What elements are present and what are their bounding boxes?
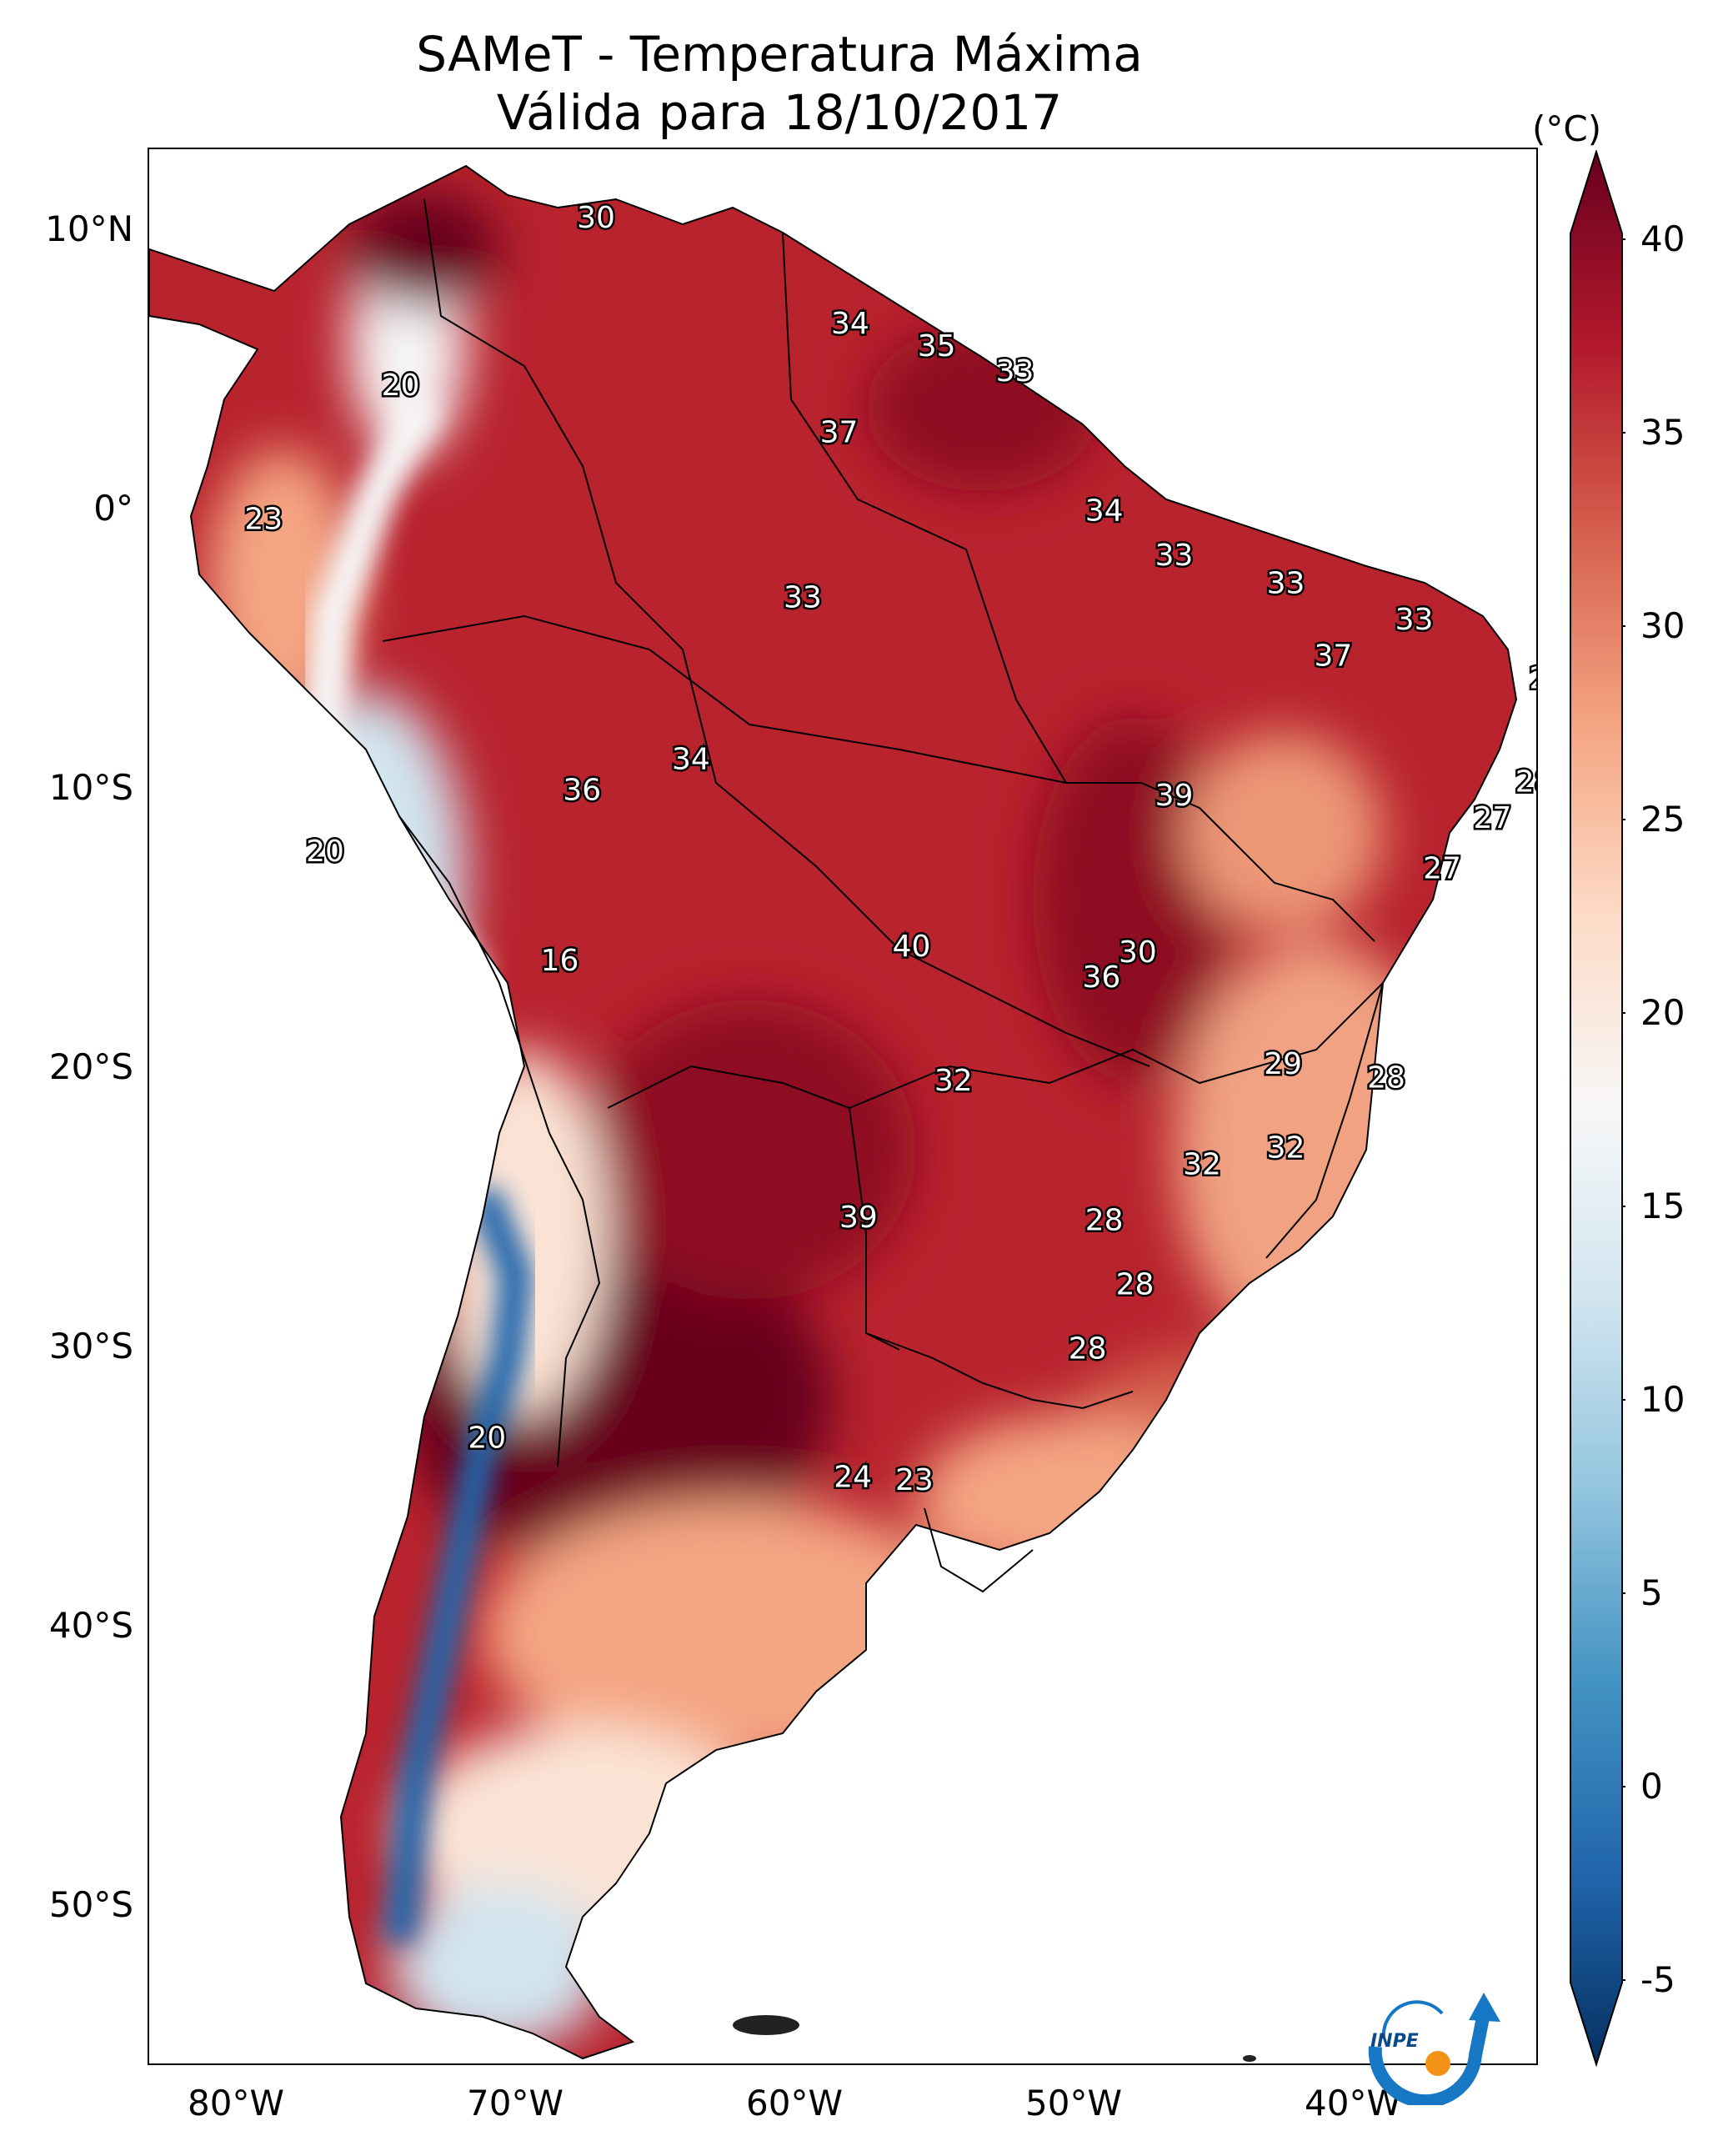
lat-tick-30s: 30°S [48, 1326, 133, 1366]
colorbar-gradient [1570, 150, 1623, 2068]
isotherm-label: 28 [1367, 1061, 1405, 1096]
map-title: SAMeT - Temperatura Máxima Válida para 1… [0, 25, 1559, 142]
isotherm-label: 28 [1085, 1203, 1124, 1237]
lat-tick-50s: 50°S [48, 1884, 133, 1925]
cbar-tick-minus5: -5 [1640, 1959, 1675, 2000]
isotherm-label: 29 [1264, 1047, 1302, 1081]
isotherm-label: 36 [563, 774, 601, 808]
map-area[interactable]: 30 34 35 33 20 37 34 23 33 33 33 33 37 29 29 30 34 28 36 39… [148, 148, 1538, 2065]
isotherm-label: 33 [1155, 539, 1194, 573]
isotherm-label: 39 [839, 1201, 878, 1235]
isotherm-label: 28 [1116, 1268, 1155, 1302]
isotherm-label: 33 [996, 354, 1034, 389]
isotherm-label: 35 [918, 329, 956, 364]
isotherm-label: 29 [1529, 662, 1536, 696]
cbar-tick-10: 10 [1640, 1379, 1685, 1420]
cbar-tick-0: 0 [1640, 1766, 1663, 1807]
colorbar-unit: (°C) [1532, 108, 1602, 149]
title-line-2: Válida para 18/10/2017 [496, 84, 1063, 141]
cbar-tick-20: 20 [1640, 992, 1685, 1033]
cbar-tick-30: 30 [1640, 605, 1685, 646]
lat-tick-40s: 40°S [48, 1605, 133, 1646]
cbar-tick-40: 40 [1640, 218, 1685, 259]
isotherm-labels: 30 34 35 33 20 37 34 23 33 33 33 33 37 29 29 30 34 28 36 39… [243, 198, 1536, 1499]
cbar-tick-35: 35 [1640, 412, 1685, 453]
isotherm-label: 28 [1515, 765, 1536, 799]
isotherm-label: 27 [1473, 801, 1511, 835]
cbar-tick-15: 15 [1640, 1186, 1685, 1226]
isotherm-label: 32 [1267, 1131, 1305, 1165]
lon-tick-80w: 80°W [188, 2083, 284, 2123]
title-line-1: SAMeT - Temperatura Máxima [416, 26, 1143, 83]
logo-text: INPE [1370, 2031, 1419, 2052]
isotherm-label: 39 [1155, 779, 1194, 813]
isotherm-label: 20 [468, 1421, 506, 1456]
isotherm-label: 16 [541, 944, 579, 978]
isotherm-label: 30 [1119, 935, 1157, 970]
isotherm-label: 20 [306, 835, 344, 869]
isotherm-label: 32 [934, 1064, 973, 1098]
isotherm-label: 27 [1423, 851, 1461, 885]
isotherm-label: 24 [834, 1461, 872, 1495]
temperature-map: 30 34 35 33 20 37 34 23 33 33 33 33 37 29 29 30 34 28 36 39… [149, 165, 1536, 2062]
isotherm-label: 34 [1085, 494, 1124, 529]
isotherm-label: 33 [1395, 603, 1434, 637]
islands [733, 2015, 1256, 2062]
cbar-tick-5: 5 [1640, 1572, 1663, 1613]
isotherm-label: 23 [244, 503, 283, 537]
isotherm-label: 32 [1183, 1147, 1221, 1181]
lat-tick-10s: 10°S [48, 767, 133, 808]
inpe-logo: INPE [1368, 1993, 1500, 2105]
isotherm-label: 34 [672, 743, 710, 777]
isotherm-label: 36 [1082, 960, 1120, 995]
isotherm-label: 30 [577, 201, 615, 235]
isotherm-label: 37 [1314, 639, 1352, 674]
colorbar [1570, 150, 1625, 2068]
lat-tick-20s: 20°S [48, 1046, 133, 1087]
isotherm-label: 33 [1267, 567, 1305, 601]
isotherm-label: 23 [895, 1463, 934, 1497]
lon-tick-70w: 70°W [467, 2083, 563, 2123]
lon-tick-60w: 60°W [746, 2083, 843, 2123]
isotherm-label: 34 [831, 307, 869, 341]
isotherm-label: 20 [382, 369, 420, 403]
isotherm-label: 40 [893, 930, 931, 964]
lat-tick-10n: 10°N [45, 208, 133, 249]
cbar-tick-25: 25 [1640, 799, 1685, 840]
lat-tick-0: 0° [93, 488, 133, 529]
lon-tick-50w: 50°W [1025, 2083, 1122, 2123]
isotherm-label: 33 [784, 580, 822, 614]
isotherm-label: 37 [820, 416, 859, 450]
isotherm-label: 28 [1069, 1332, 1107, 1366]
country-borders [149, 165, 1517, 2059]
